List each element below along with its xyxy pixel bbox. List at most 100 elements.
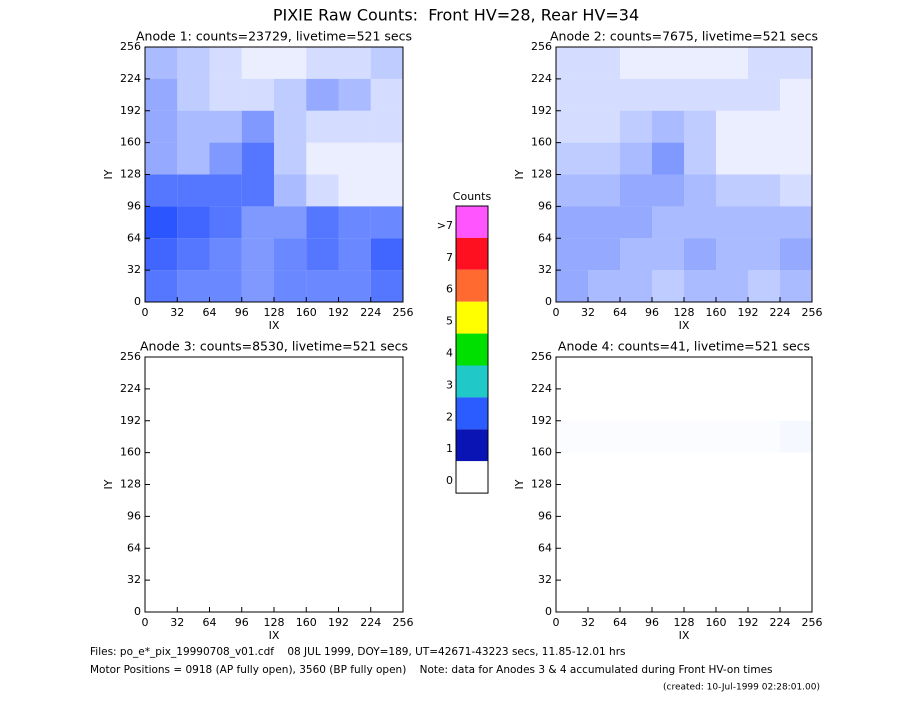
density-cell — [274, 142, 307, 175]
density-cell — [274, 270, 307, 302]
x-tick-label: 192 — [328, 616, 349, 629]
colorbar-swatch — [456, 461, 488, 494]
density-cell — [145, 206, 178, 239]
y-tick-label: 32 — [538, 573, 552, 586]
density-cell — [620, 142, 652, 175]
colorbar-swatch — [456, 237, 488, 270]
density-cell — [716, 421, 748, 453]
y-tick-label: 96 — [127, 199, 141, 212]
x-tick-label: 96 — [235, 616, 249, 629]
x-tick-label: 160 — [706, 616, 727, 629]
density-cell — [748, 78, 780, 111]
x-tick-label: 192 — [738, 616, 759, 629]
density-cell — [652, 142, 684, 175]
density-cell — [145, 47, 178, 79]
density-cell — [588, 78, 620, 111]
density-cell — [145, 78, 178, 111]
density-cell — [748, 174, 780, 207]
density-cell — [780, 78, 812, 111]
density-cell — [780, 421, 812, 453]
density-cell — [306, 78, 339, 111]
density-cell — [145, 142, 178, 175]
density-cell — [684, 421, 716, 453]
density-cell — [306, 142, 339, 175]
density-cell — [748, 110, 780, 143]
y-tick-label: 128 — [120, 168, 141, 181]
density-cell — [241, 47, 274, 79]
density-cell — [716, 78, 748, 111]
y-axis-label: IY — [513, 169, 526, 179]
x-tick-label: 256 — [393, 306, 414, 319]
density-cell — [620, 174, 652, 207]
x-tick-label: 128 — [674, 616, 695, 629]
x-tick-label: 32 — [170, 306, 184, 319]
y-tick-label: 128 — [120, 478, 141, 491]
x-tick-label: 224 — [770, 306, 791, 319]
density-cell — [684, 238, 716, 271]
density-cell — [209, 47, 242, 79]
colorbar-swatch — [456, 365, 488, 398]
x-tick-label: 224 — [360, 306, 381, 319]
density-cell — [306, 238, 339, 271]
panel-title: Anode 2: counts=7675, livetime=521 secs — [550, 29, 818, 44]
density-cell — [209, 238, 242, 271]
colorbar-label: 1 — [446, 442, 453, 455]
y-axis-label: IY — [513, 479, 526, 489]
density-cell — [274, 110, 307, 143]
density-cell — [588, 238, 620, 271]
density-cell — [684, 110, 716, 143]
density-cell — [556, 206, 588, 239]
y-tick-label: 96 — [127, 509, 141, 522]
x-tick-label: 0 — [553, 616, 560, 629]
density-cell — [556, 238, 588, 271]
density-cell — [338, 174, 371, 207]
density-cell — [177, 110, 210, 143]
density-cell — [652, 78, 684, 111]
density-cell — [370, 174, 403, 207]
density-cell — [588, 206, 620, 239]
y-tick-label: 64 — [538, 541, 552, 554]
density-cell — [306, 270, 339, 302]
density-cell — [620, 421, 652, 453]
density-cell — [338, 78, 371, 111]
density-cell — [145, 270, 178, 302]
y-tick-label: 96 — [538, 509, 552, 522]
density-cell — [177, 78, 210, 111]
plot-frame — [144, 356, 404, 613]
plot-frame — [555, 356, 813, 613]
density-cell — [274, 78, 307, 111]
density-cell — [177, 238, 210, 271]
colorbar-swatch — [456, 301, 488, 334]
density-cell — [209, 270, 242, 302]
density-cell — [780, 47, 812, 79]
colorbar-frame — [455, 205, 489, 494]
colorbar-swatch — [456, 269, 488, 302]
density-cell — [209, 78, 242, 111]
density-cell — [620, 78, 652, 111]
y-tick-label: 160 — [531, 446, 552, 459]
y-tick-label: 192 — [531, 104, 552, 117]
density-cell — [338, 47, 371, 79]
density-cell — [209, 110, 242, 143]
density-cell — [370, 238, 403, 271]
density-cell — [716, 142, 748, 175]
footer-line: Motor Positions = 0918 (AP fully open), … — [90, 664, 773, 676]
density-cell — [716, 110, 748, 143]
colorbar-swatch — [456, 429, 488, 462]
colorbar-label: 3 — [446, 378, 453, 391]
colorbar-label: 0 — [446, 474, 453, 487]
x-tick-label: 32 — [581, 616, 595, 629]
density-cell — [370, 206, 403, 239]
density-cell — [620, 238, 652, 271]
y-tick-label: 96 — [538, 199, 552, 212]
density-cell — [620, 47, 652, 79]
density-cell — [274, 238, 307, 271]
colorbar-label: 4 — [446, 347, 453, 360]
density-cell — [652, 47, 684, 79]
density-cell — [620, 110, 652, 143]
x-tick-label: 32 — [170, 616, 184, 629]
density-cell — [177, 206, 210, 239]
density-cell — [620, 270, 652, 302]
density-cell — [620, 206, 652, 239]
density-cell — [684, 47, 716, 79]
